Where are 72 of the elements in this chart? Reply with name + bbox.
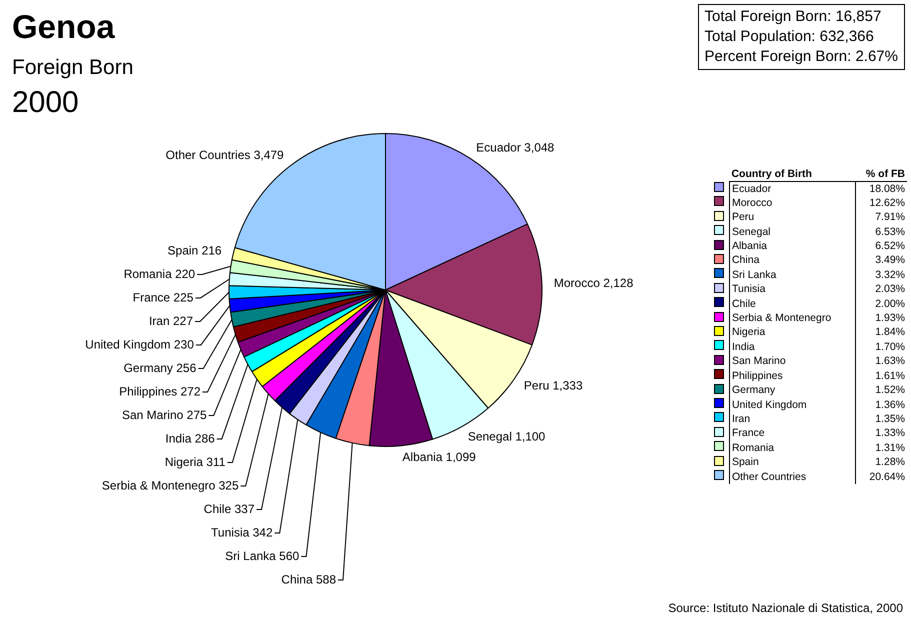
category-label: France 225 bbox=[132, 290, 194, 304]
legend-label: Iran bbox=[729, 412, 856, 427]
category-label: United Kingdom 230 bbox=[85, 337, 194, 352]
legend-label: Peru bbox=[729, 210, 856, 226]
legend-label: Other Countries bbox=[729, 470, 856, 484]
legend-label: India bbox=[729, 340, 856, 355]
text: 1.36% bbox=[855, 398, 907, 412]
legend-label: United Kingdom bbox=[729, 398, 856, 412]
text: 1.28% bbox=[855, 456, 907, 470]
text: 1.52% bbox=[855, 384, 907, 398]
text: 7.91% bbox=[855, 210, 907, 226]
legend-title: Country of Birth bbox=[729, 168, 856, 182]
legend-label: Spain bbox=[729, 456, 856, 470]
text: 6.53% bbox=[855, 225, 907, 240]
text: 1.35% bbox=[855, 412, 907, 427]
legend-label: France bbox=[729, 426, 856, 442]
category-label: Iran 227 bbox=[148, 314, 194, 328]
text: 2.00% bbox=[855, 297, 907, 312]
text: 1.31% bbox=[855, 441, 907, 456]
text: 1.61% bbox=[855, 369, 907, 384]
category-label: Romania 220 bbox=[124, 266, 196, 281]
legend-label: San Marino bbox=[729, 354, 856, 370]
text: 1.63% bbox=[855, 354, 907, 370]
category-label: Other Countries 3,479 bbox=[166, 148, 284, 162]
legend-label: Chile bbox=[729, 297, 856, 312]
text: 3.49% bbox=[855, 254, 907, 268]
text: Total Population: 632,366 bbox=[704, 27, 875, 47]
category-label: San Marino 275 bbox=[122, 408, 207, 422]
category-label: Serbia & Montenegro 325 bbox=[102, 478, 239, 492]
category-label: Germany 256 bbox=[124, 360, 196, 375]
text: 1.93% bbox=[855, 312, 907, 326]
legend-label: Morocco bbox=[729, 196, 856, 211]
chart-subtitle: Foreign Born bbox=[12, 56, 134, 80]
text: 20.64% bbox=[855, 470, 907, 484]
legend-label: China bbox=[729, 254, 856, 268]
category-label: Morocco 2,128 bbox=[554, 276, 634, 290]
category-label: Sri Lanka 560 bbox=[225, 548, 300, 563]
category-label: India 286 bbox=[165, 431, 215, 446]
text: 1.84% bbox=[855, 326, 907, 340]
legend-label: Philippines bbox=[729, 369, 856, 384]
legend-label: Sri Lanka bbox=[729, 268, 856, 283]
legend-label: Germany bbox=[729, 384, 856, 398]
category-label: Nigeria 311 bbox=[164, 454, 226, 469]
text: Total Foreign Born: 16,857 bbox=[704, 7, 882, 27]
text: 6.52% bbox=[855, 240, 907, 254]
category-label: China 588 bbox=[281, 572, 336, 586]
text: 3.32% bbox=[855, 268, 907, 283]
category-label: Chile 337 bbox=[204, 502, 254, 516]
text: 2000 bbox=[12, 86, 79, 120]
chart-title: Genoa bbox=[12, 8, 115, 46]
legend-label: Tunisia bbox=[729, 282, 856, 298]
category-label: Spain 216 bbox=[168, 243, 222, 258]
text: 1.33% bbox=[855, 426, 907, 442]
category-label: Tunisia 342 bbox=[211, 525, 273, 540]
text: 18.08% bbox=[855, 182, 907, 196]
category-label: Albania 1,099 bbox=[402, 450, 476, 464]
source-note: Source: Istituto Nazionale di Statistica, 2000 bbox=[668, 601, 903, 615]
category-label: Ecuador 3,048 bbox=[476, 140, 554, 154]
category-label: Senegal 1,100 bbox=[468, 429, 546, 444]
text: 12.62% bbox=[855, 196, 907, 211]
legend-label: Ecuador bbox=[729, 182, 856, 196]
legend-label: Albania bbox=[729, 240, 856, 254]
text: Percent Foreign Born: 2.67% bbox=[704, 47, 898, 67]
legend-label: Romania bbox=[729, 441, 856, 456]
text: 1.70% bbox=[855, 340, 907, 355]
text: 2.03% bbox=[855, 282, 907, 298]
legend-label: Nigeria bbox=[729, 326, 856, 340]
text: % of FB bbox=[855, 168, 907, 182]
category-label: Peru 1,333 bbox=[524, 378, 583, 392]
category-label: Philippines 272 bbox=[119, 384, 201, 398]
legend-label: Serbia & Montenegro bbox=[729, 312, 856, 326]
legend-label: Senegal bbox=[729, 225, 856, 240]
